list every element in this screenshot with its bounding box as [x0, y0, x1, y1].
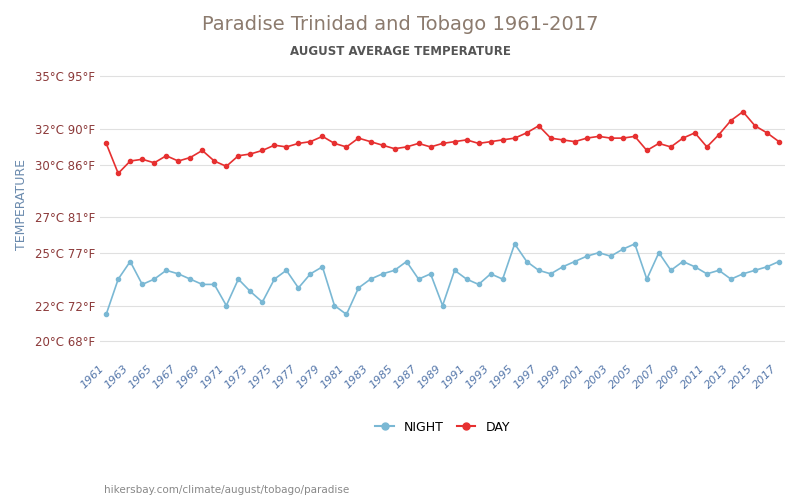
- Text: AUGUST AVERAGE TEMPERATURE: AUGUST AVERAGE TEMPERATURE: [290, 45, 510, 58]
- Y-axis label: TEMPERATURE: TEMPERATURE: [15, 158, 28, 250]
- Legend: NIGHT, DAY: NIGHT, DAY: [370, 416, 514, 438]
- Text: Paradise Trinidad and Tobago 1961-2017: Paradise Trinidad and Tobago 1961-2017: [202, 15, 598, 34]
- Text: hikersbay.com/climate/august/tobago/paradise: hikersbay.com/climate/august/tobago/para…: [104, 485, 350, 495]
